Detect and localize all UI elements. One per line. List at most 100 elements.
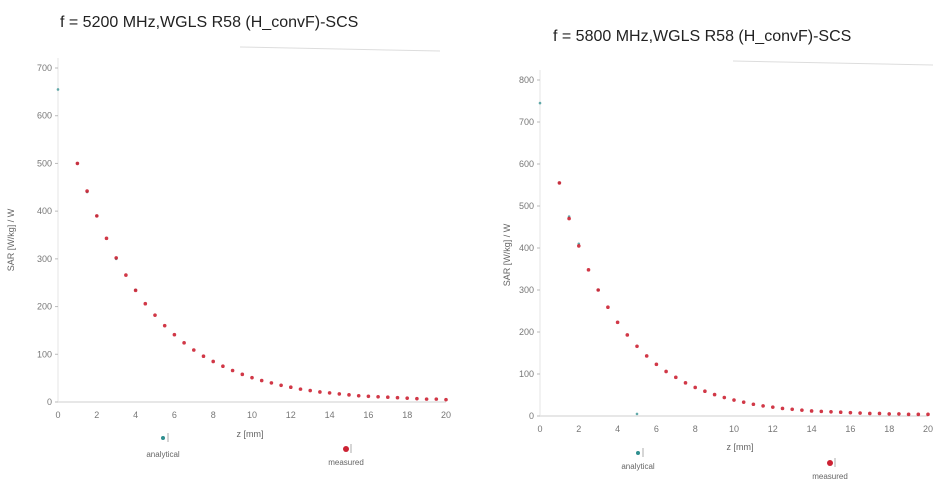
series-measured bbox=[557, 181, 930, 417]
x-tick-label: 8 bbox=[211, 410, 216, 420]
y-tick-label: 100 bbox=[37, 349, 52, 359]
series-measured bbox=[75, 161, 448, 402]
measured-point bbox=[771, 405, 775, 409]
x-tick-label: 16 bbox=[845, 424, 855, 434]
measured-point bbox=[644, 354, 649, 358]
measured-point bbox=[143, 301, 148, 306]
x-tick-label: 10 bbox=[729, 424, 739, 434]
measured-point bbox=[712, 392, 717, 397]
measured-point bbox=[327, 391, 332, 395]
x-tick-label: 4 bbox=[133, 410, 138, 420]
measured-point bbox=[395, 395, 400, 400]
analytical-point bbox=[538, 101, 542, 105]
x-tick-label: 0 bbox=[537, 424, 542, 434]
y-tick-label: 400 bbox=[37, 206, 52, 216]
y-tick-label: 200 bbox=[519, 327, 534, 337]
measured-point bbox=[848, 410, 853, 415]
measured-point bbox=[838, 410, 843, 415]
measured-point bbox=[366, 394, 371, 399]
chart-title: f = 5200 MHz,WGLS R58 (H_convF)-SCS bbox=[60, 14, 358, 31]
y-tick-label: 500 bbox=[37, 158, 52, 168]
y-tick-label: 0 bbox=[47, 397, 52, 407]
measured-point bbox=[337, 392, 342, 396]
measured-point bbox=[172, 332, 177, 337]
measured-point bbox=[897, 412, 901, 416]
legend-label-analytical: analytical bbox=[621, 462, 655, 471]
measured-point bbox=[376, 394, 380, 399]
measured-point bbox=[732, 398, 736, 402]
measured-point bbox=[114, 256, 118, 260]
measured-point bbox=[654, 362, 659, 367]
series-analytical bbox=[538, 101, 639, 416]
measured-point bbox=[674, 375, 678, 380]
measured-point bbox=[606, 305, 610, 310]
x-tick-label: 2 bbox=[94, 410, 99, 420]
x-axis-label: z [mm] bbox=[237, 429, 264, 439]
measured-point bbox=[567, 216, 571, 221]
measured-point bbox=[221, 364, 225, 369]
measured-point bbox=[318, 390, 322, 394]
measured-point bbox=[809, 409, 814, 413]
legend-label-measured: measured bbox=[812, 472, 848, 481]
measured-point bbox=[75, 161, 80, 166]
measured-point bbox=[124, 273, 128, 277]
y-tick-label: 500 bbox=[519, 201, 534, 211]
measured-point bbox=[887, 412, 891, 416]
measured-point bbox=[424, 397, 429, 401]
measured-point bbox=[790, 407, 794, 412]
measured-point bbox=[230, 368, 235, 373]
measured-point bbox=[586, 268, 591, 272]
x-axis-label: z [mm] bbox=[727, 442, 754, 452]
chart-2: f = 5800 MHz,WGLS R58 (H_convF)-SCS01002… bbox=[502, 28, 933, 481]
analytical-point bbox=[635, 412, 639, 416]
x-tick-label: 16 bbox=[363, 410, 373, 420]
measured-point bbox=[405, 396, 410, 400]
measured-point bbox=[289, 385, 293, 390]
measured-point bbox=[95, 214, 99, 218]
y-tick-label: 800 bbox=[519, 75, 534, 85]
series-analytical bbox=[56, 88, 137, 292]
chart-1: f = 5200 MHz,WGLS R58 (H_convF)-SCS01002… bbox=[6, 14, 451, 467]
measured-point bbox=[683, 381, 688, 385]
y-tick-label: 600 bbox=[519, 159, 534, 169]
measured-point bbox=[829, 410, 833, 414]
measured-point bbox=[625, 333, 630, 337]
measured-point bbox=[153, 313, 157, 317]
x-tick-label: 10 bbox=[247, 410, 257, 420]
measured-point bbox=[877, 411, 882, 416]
measured-point bbox=[162, 323, 167, 328]
measured-point bbox=[85, 189, 89, 193]
legend-marker-measured bbox=[343, 446, 349, 452]
measured-point bbox=[577, 244, 581, 248]
measured-point bbox=[182, 341, 186, 345]
measured-point bbox=[104, 236, 109, 241]
measured-point bbox=[664, 369, 668, 374]
measured-point bbox=[386, 395, 390, 400]
x-tick-label: 14 bbox=[807, 424, 817, 434]
measured-point bbox=[693, 385, 697, 390]
x-tick-label: 6 bbox=[654, 424, 659, 434]
measured-point bbox=[615, 320, 620, 325]
measured-point bbox=[557, 181, 562, 185]
measured-point bbox=[800, 408, 804, 412]
measured-point bbox=[751, 402, 756, 407]
measured-point bbox=[240, 372, 245, 377]
x-tick-label: 12 bbox=[286, 410, 296, 420]
measured-point bbox=[192, 348, 196, 352]
analytical-point bbox=[56, 88, 60, 91]
measured-point bbox=[356, 393, 361, 398]
measured-point bbox=[819, 409, 824, 414]
measured-point bbox=[780, 406, 785, 411]
legend-marker-analytical bbox=[161, 436, 165, 440]
x-tick-label: 8 bbox=[693, 424, 698, 434]
measured-point bbox=[279, 383, 283, 388]
measured-point bbox=[415, 396, 419, 401]
measured-point bbox=[703, 389, 707, 394]
measured-point bbox=[722, 395, 727, 400]
measured-point bbox=[211, 359, 215, 364]
measured-point bbox=[741, 400, 746, 404]
x-tick-label: 0 bbox=[55, 410, 60, 420]
x-tick-label: 14 bbox=[325, 410, 335, 420]
